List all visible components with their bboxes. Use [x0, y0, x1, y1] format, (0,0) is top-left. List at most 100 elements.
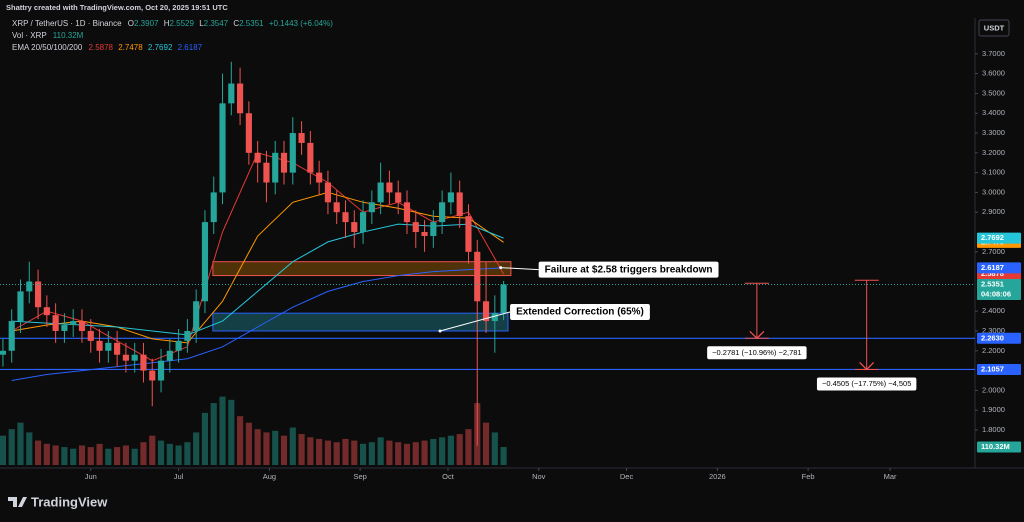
volume-bar [465, 429, 472, 465]
currency[interactable]: USDT [984, 23, 1005, 32]
y-tick-label: 3.3000 [982, 128, 1005, 137]
annotation-box [538, 261, 719, 278]
volume-bar [500, 447, 507, 465]
annotation-connector [439, 311, 511, 332]
volume-axis-label: 110.32M [981, 442, 1010, 451]
annotation-text: Extended Correction (65%) [516, 307, 644, 318]
volume-bar [0, 435, 7, 465]
x-tick-label: Dec [620, 472, 634, 481]
candle-body [421, 232, 428, 236]
volume-bar [377, 437, 384, 465]
y-tick-label: 3.4000 [982, 108, 1005, 117]
y-tick-label: 3.5000 [982, 88, 1005, 97]
candle-body [228, 83, 235, 104]
ema-value: 2.7478 [118, 43, 143, 52]
x-tick-label: Nov [532, 472, 546, 481]
candle-body [52, 315, 59, 331]
ohlc-letter: H [164, 19, 170, 28]
volume-bar [403, 443, 411, 465]
ema-value: 2.6187 [178, 43, 203, 52]
candle-body [122, 354, 129, 361]
volume-bar [210, 403, 217, 465]
open-value: 2.3907 [134, 19, 159, 28]
candle-body [61, 325, 68, 331]
annotation-point [438, 329, 442, 333]
logo-mark [8, 497, 27, 507]
volume-bar [131, 448, 138, 465]
level-axis-label-box [977, 363, 1021, 375]
x-tick-label: Mar [884, 472, 897, 481]
candle-body [70, 321, 77, 326]
candle-body [289, 133, 296, 173]
candle-body [351, 222, 358, 233]
candle-body [263, 162, 270, 183]
volume-bar [430, 438, 437, 465]
candle-body [245, 113, 252, 153]
volume-bar [298, 434, 305, 465]
measure-box [816, 377, 917, 391]
candle-body [149, 370, 156, 381]
x-tick-label: 2026 [709, 472, 726, 481]
candle-body [78, 321, 86, 331]
candle-body [412, 222, 419, 233]
candle-body [87, 330, 94, 341]
y-tick-label: 2.9000 [982, 207, 1005, 216]
candle-body [430, 222, 437, 236]
volume-bar [395, 442, 402, 465]
volume-bar [105, 448, 112, 465]
overlay: Failure at $2.58 triggers breakdown Exten… [438, 232, 1021, 453]
candle-body [26, 281, 33, 292]
level-axis-label: 2.1057 [981, 364, 1004, 373]
candle-body [193, 301, 200, 331]
candle-body [184, 330, 191, 341]
volume-bar [359, 443, 367, 465]
high-value: 2.5529 [169, 19, 194, 28]
change: +0.1443 (+6.04%) [269, 19, 333, 28]
credit: Shattry created with TradingView.com, Oc… [6, 3, 228, 12]
candle-body [333, 202, 340, 213]
y-tick-label: 3.7000 [982, 49, 1005, 58]
volume-bar [43, 443, 50, 465]
currency-button[interactable] [978, 19, 1010, 37]
volume-bar [140, 442, 147, 465]
candle-body [157, 360, 165, 381]
candle-body [474, 251, 481, 302]
ohlc-letter: L [199, 19, 204, 28]
x-tick-label: Aug [263, 472, 276, 481]
volume-bar [386, 440, 393, 465]
volume-title: Vol · XRP [12, 31, 47, 40]
volume-bar [456, 434, 463, 465]
ema-legend: EMA 20/50/100/200 2.5878 2.7478 2.7692 2… [12, 43, 203, 52]
candle-body [272, 152, 279, 183]
ema-line [11, 267, 504, 381]
ema-value: 2.5878 [89, 43, 114, 52]
price-axis-label: 2.5351 [981, 279, 1004, 288]
ema-value: 2.7692 [148, 43, 173, 52]
volume-bar [114, 447, 121, 465]
candle-body [377, 182, 384, 203]
volume-bar [412, 442, 419, 465]
measure-label: −0.2781 (−10.96%) −2,781 [712, 348, 801, 357]
volume-bar [166, 443, 173, 465]
volume-bar [254, 429, 261, 465]
candle-body [456, 192, 463, 217]
logo: TradingView [8, 494, 108, 509]
volume-bar [149, 435, 156, 465]
y-tick-label: 1.9000 [982, 405, 1005, 414]
ohlc-letter: O [128, 19, 134, 28]
volume-bar [17, 422, 24, 465]
volume-bar [96, 443, 103, 465]
candle-body [482, 301, 490, 322]
level-axis-label: 2.2630 [981, 333, 1004, 342]
measure-box [707, 346, 807, 360]
annotation-point [499, 266, 503, 270]
volume-bar [280, 435, 288, 465]
volume-bar [421, 440, 428, 465]
volume-bar [342, 438, 349, 465]
candle-body [210, 192, 217, 223]
x-tick-label: Sep [353, 472, 366, 481]
volume-bar [34, 440, 42, 465]
candle-body [96, 340, 103, 351]
